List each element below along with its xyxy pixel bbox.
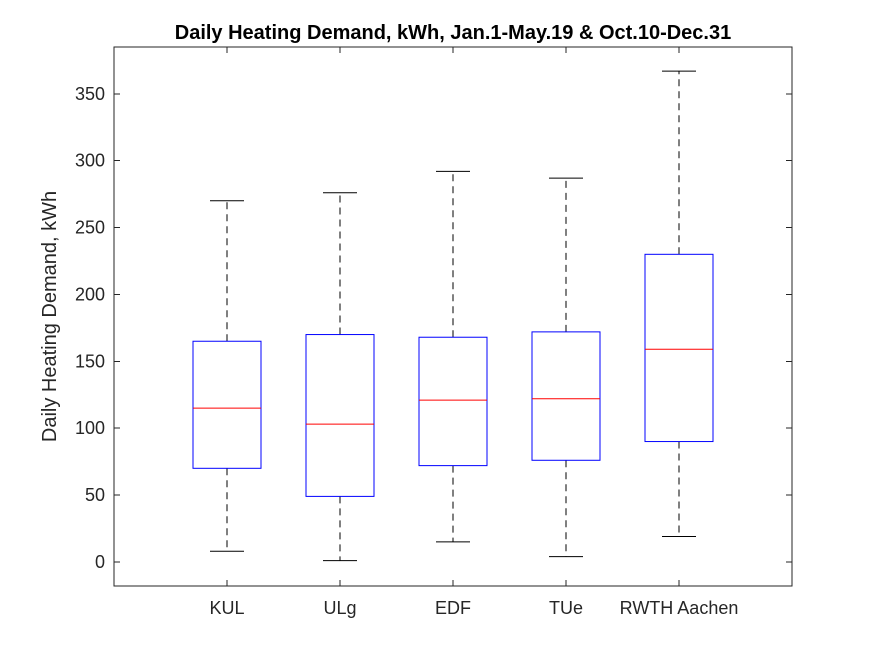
box-ulg [305, 192, 375, 562]
box-tue [531, 177, 601, 558]
y-tick-label: 150 [75, 351, 105, 371]
box-iqr [192, 340, 262, 469]
box-iqr [418, 336, 488, 467]
y-tick-label: 200 [75, 284, 105, 304]
y-tick-label: 250 [75, 218, 105, 238]
y-tick-label: 0 [95, 552, 105, 572]
x-tick-label: TUe [549, 598, 583, 618]
box-kul [192, 200, 262, 552]
x-tick-label: EDF [435, 598, 471, 618]
box-iqr [531, 331, 601, 461]
box-iqr [644, 253, 714, 443]
box-rwth-aachen [644, 70, 714, 538]
y-tick-label: 300 [75, 151, 105, 171]
x-tick-label: KUL [209, 598, 244, 618]
x-tick-label: ULg [323, 598, 356, 618]
box-iqr [305, 334, 375, 497]
y-tick-label: 50 [85, 485, 105, 505]
box-series [192, 70, 714, 562]
y-axis-label: Daily Heating Demand, kWh [39, 191, 61, 442]
y-tick-label: 100 [75, 418, 105, 438]
box-edf [418, 170, 488, 543]
y-tick-label: 350 [75, 84, 105, 104]
x-tick-label: RWTH Aachen [620, 598, 739, 618]
y-axis-ticks: 0 50 100 150 200 250 300 350 [75, 84, 792, 572]
chart-title: Daily Heating Demand, kWh, Jan.1-May.19 … [175, 22, 731, 44]
x-axis-ticks: KUL ULg EDF TUe RWTH Aachen [209, 47, 738, 618]
